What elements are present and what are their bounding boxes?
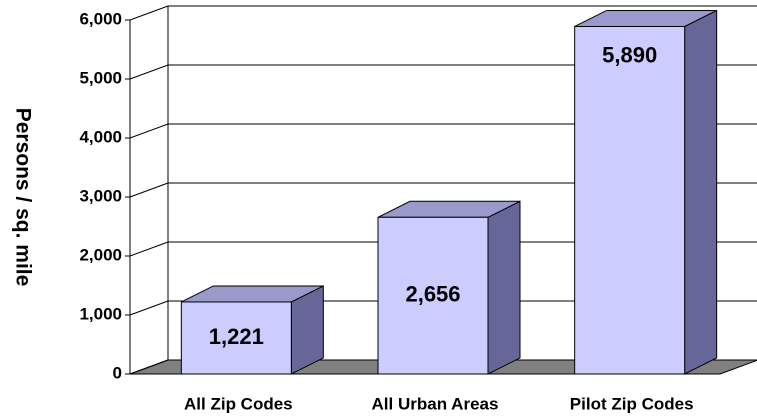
y-tick-label: 2,000 <box>79 245 122 264</box>
grid-line <box>129 300 169 316</box>
grid-line <box>129 182 169 198</box>
y-tick-label: 4,000 <box>79 127 122 146</box>
grid-line <box>129 5 169 21</box>
bar-side <box>487 200 521 375</box>
y-tick-label: 0 <box>113 363 122 382</box>
grid-line <box>129 123 169 139</box>
bar <box>574 25 686 375</box>
y-tick-label: 6,000 <box>79 9 122 28</box>
grid-line <box>129 241 169 257</box>
x-tick-label: Pilot Zip Codes <box>570 394 694 413</box>
bar <box>180 301 292 375</box>
y-tick-label: 5,000 <box>79 68 122 87</box>
y-tick-label: 3,000 <box>79 186 122 205</box>
y-axis-label: Persons / sq. mile <box>11 108 34 287</box>
x-tick-label: All Zip Codes <box>184 394 293 413</box>
data-label: 2,656 <box>405 281 460 306</box>
x-tick-label: All Urban Areas <box>372 394 499 413</box>
data-label: 1,221 <box>209 324 264 349</box>
y-tick-label: 1,000 <box>79 304 122 323</box>
bar-side <box>684 9 718 375</box>
data-label: 5,890 <box>602 42 657 67</box>
grid-line <box>129 64 169 80</box>
grid-line <box>129 359 169 375</box>
bar <box>377 216 489 375</box>
